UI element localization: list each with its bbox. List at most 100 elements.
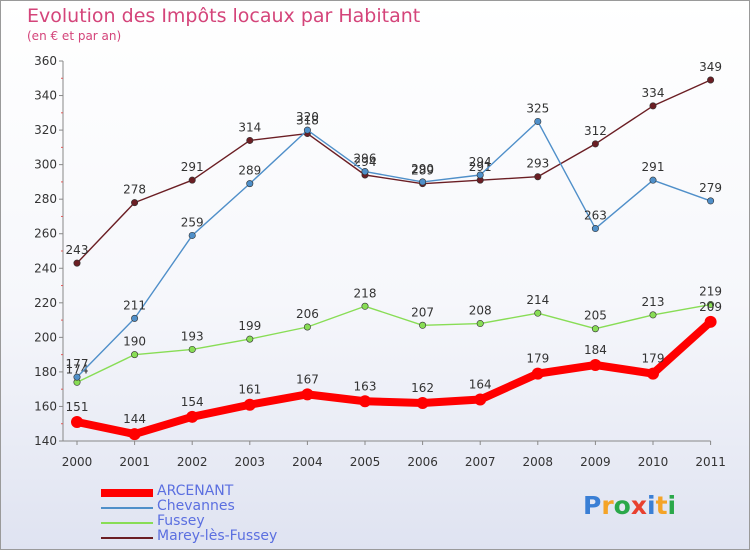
logo-letter: i — [667, 491, 677, 520]
data-point — [301, 388, 314, 401]
data-label: 205 — [584, 309, 607, 323]
y-tick-label: 220 — [34, 296, 57, 310]
y-tick-label: 160 — [34, 399, 57, 413]
logo-letter: P — [583, 491, 602, 520]
data-point — [419, 178, 427, 186]
data-point — [649, 311, 657, 319]
data-label: 211 — [123, 298, 146, 312]
data-point — [649, 176, 657, 184]
data-label: 190 — [123, 335, 146, 349]
data-point — [246, 136, 254, 144]
data-label: 219 — [699, 285, 722, 299]
y-tick-label: 240 — [34, 261, 57, 275]
data-label: 161 — [238, 383, 261, 397]
x-tick-label: 2002 — [177, 455, 208, 469]
data-label: 154 — [181, 395, 204, 409]
data-label: 163 — [354, 379, 377, 393]
x-tick-label: 2010 — [638, 455, 669, 469]
data-label: 193 — [181, 329, 204, 343]
y-tick-label: 140 — [34, 434, 57, 448]
data-point — [476, 171, 484, 179]
legend-item: Chevannes — [101, 498, 341, 516]
x-tick-label: 2006 — [407, 455, 438, 469]
data-point — [707, 197, 715, 205]
y-tick-label: 320 — [34, 123, 57, 137]
data-point — [71, 416, 83, 428]
data-point — [131, 199, 139, 207]
data-point — [186, 410, 199, 423]
chart-subtitle: (en € et par an) — [27, 29, 122, 43]
data-label: 294 — [354, 155, 377, 169]
x-tick-label: 2005 — [350, 455, 381, 469]
legend-label: Marey-lès-Fussey — [157, 528, 278, 544]
data-label: 325 — [526, 101, 549, 115]
data-point — [474, 393, 487, 406]
chart-title: Evolution des Impôts locaux par Habitant — [27, 5, 421, 27]
series-line-1 — [76, 120, 712, 378]
series-line-2 — [76, 303, 712, 383]
data-label: 167 — [296, 372, 319, 386]
x-tick-label: 2000 — [62, 455, 93, 469]
data-label: 278 — [123, 183, 146, 197]
legend-label: Fussey — [157, 513, 205, 529]
data-point — [591, 325, 599, 333]
proxiti-logo: Proxiti — [583, 491, 676, 520]
data-label: 151 — [66, 400, 89, 414]
data-point — [476, 320, 484, 328]
data-label: 179 — [526, 352, 549, 366]
data-label: 289 — [238, 164, 261, 178]
data-label: 162 — [411, 381, 434, 395]
data-label: 243 — [66, 243, 89, 257]
data-label: 296 — [354, 152, 377, 166]
data-point — [591, 140, 599, 148]
data-label: 177 — [66, 357, 89, 371]
x-tick-label: 2008 — [523, 455, 554, 469]
data-label: 206 — [296, 307, 319, 321]
data-label: 164 — [469, 378, 492, 392]
data-point — [73, 373, 81, 381]
legend-swatch — [101, 537, 153, 539]
data-label: 291 — [642, 160, 665, 174]
x-tick-label: 2001 — [119, 455, 150, 469]
data-label: 349 — [699, 60, 722, 74]
data-point — [246, 335, 254, 343]
data-point — [246, 180, 254, 188]
data-label: 213 — [642, 295, 665, 309]
legend-swatch — [101, 489, 153, 497]
data-label: 312 — [584, 124, 607, 138]
data-point — [707, 301, 715, 309]
logo-letter: x — [630, 491, 647, 520]
data-label: 289 — [411, 164, 434, 178]
data-label: 290 — [411, 162, 434, 176]
y-tick-label: 200 — [34, 330, 57, 344]
y-tick-label: 180 — [34, 365, 57, 379]
data-label: 334 — [642, 86, 665, 100]
y-tick-label: 300 — [34, 158, 57, 172]
data-point — [534, 309, 542, 317]
data-label: 294 — [469, 155, 492, 169]
series-line-0 — [73, 317, 715, 439]
data-label: 209 — [699, 300, 722, 314]
data-point — [303, 323, 311, 331]
data-label: 263 — [584, 209, 607, 223]
data-point — [531, 367, 544, 380]
data-point — [361, 302, 369, 310]
data-point — [128, 428, 141, 441]
legend-label: ARCENANT — [157, 483, 234, 499]
logo-letter: t — [655, 491, 668, 520]
x-tick-label: 2009 — [580, 455, 611, 469]
x-tick-label: 2004 — [292, 455, 323, 469]
data-label: 291 — [469, 160, 492, 174]
logo-letter: i — [647, 491, 656, 520]
y-tick-label: 280 — [34, 192, 57, 206]
logo-letter: o — [613, 491, 631, 520]
legend-label: Chevannes — [157, 498, 235, 514]
data-point — [534, 117, 542, 125]
data-label: 291 — [181, 160, 204, 174]
data-point — [534, 173, 542, 181]
data-label: 279 — [699, 181, 722, 195]
legend-item: Fussey — [101, 513, 341, 531]
line-chart: 140 160 180 200 220 240 260 280 300 320 340 360 2000… — [34, 54, 726, 469]
legend-swatch — [101, 507, 153, 509]
